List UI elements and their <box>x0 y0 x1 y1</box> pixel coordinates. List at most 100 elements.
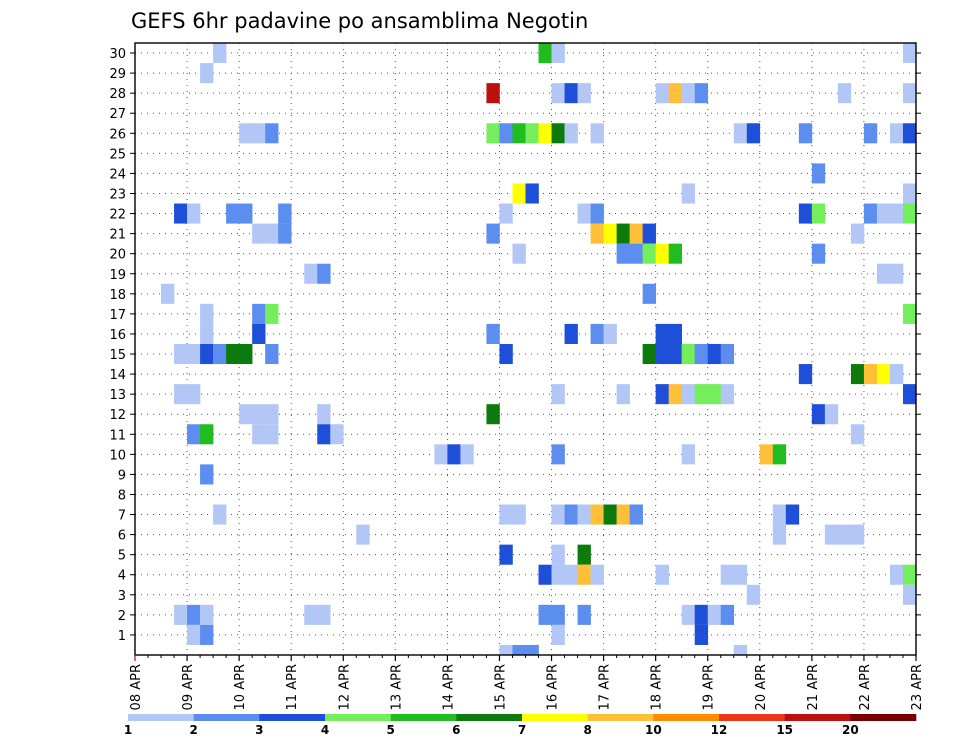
heatmap-cell <box>603 504 617 525</box>
colorbar-swatch <box>850 714 917 721</box>
y-tick-label: 2 <box>118 609 126 624</box>
y-tick-label: 27 <box>109 107 126 122</box>
heatmap-cell <box>304 263 318 284</box>
y-tick-label: 20 <box>109 248 126 263</box>
heatmap-cell <box>707 384 722 405</box>
x-tick-label: 11 APR <box>285 664 300 710</box>
heatmap-cell <box>200 464 214 485</box>
heatmap-cell <box>213 43 227 64</box>
heatmap-cell <box>525 183 539 204</box>
heatmap-cell <box>551 444 565 465</box>
heatmap-cell <box>694 624 709 645</box>
heatmap-cell <box>447 444 461 465</box>
heatmap-cell <box>811 203 826 224</box>
heatmap-cell <box>668 323 682 344</box>
heatmap-cell <box>889 123 904 144</box>
heatmap-cell <box>265 223 279 244</box>
heatmap-cell <box>564 323 578 344</box>
heatmap-cell <box>564 83 578 104</box>
heatmap-cell <box>174 203 188 224</box>
heatmap-cell <box>746 584 761 605</box>
heatmap-cell <box>889 364 904 385</box>
y-tick-label: 8 <box>118 488 126 503</box>
heatmap-cell <box>902 203 917 224</box>
heatmap-cell <box>486 123 500 144</box>
y-tick-label: 12 <box>109 408 126 423</box>
y-tick-label: 14 <box>109 368 126 383</box>
heatmap-cell <box>785 504 800 525</box>
colorbar-swatch <box>325 714 391 721</box>
heatmap-cell <box>538 43 552 64</box>
heatmap-cell <box>265 343 279 365</box>
colorbar-label: 8 <box>583 723 591 737</box>
heatmap-cell <box>629 504 643 525</box>
heatmap-cell <box>655 564 669 585</box>
heatmap-cell <box>668 343 682 365</box>
heatmap-cell <box>720 564 735 585</box>
y-tick-label: 13 <box>109 388 126 403</box>
heatmap-cell <box>187 624 201 645</box>
y-tick-label: 10 <box>109 448 126 463</box>
heatmap-cell <box>356 524 370 545</box>
heatmap-cell <box>265 123 279 144</box>
heatmap-cell <box>798 364 813 385</box>
heatmap-cell <box>629 243 643 264</box>
heatmap-cell <box>811 243 826 264</box>
heatmap-cell <box>252 323 266 344</box>
heatmap-cell <box>902 83 917 104</box>
heatmap-cell <box>850 364 865 385</box>
heatmap-cell <box>655 243 669 264</box>
heatmap-cell <box>642 343 656 365</box>
heatmap-cell <box>499 644 513 655</box>
heatmap-cell <box>499 504 513 525</box>
y-tick-label: 30 <box>109 47 126 62</box>
heatmap-cell <box>616 223 630 244</box>
heatmap-cell <box>668 83 682 104</box>
heatmap-cell <box>174 384 188 405</box>
heatmap-cell <box>590 203 604 224</box>
heatmap-cell <box>486 323 500 344</box>
y-tick-label: 18 <box>109 288 126 303</box>
heatmap-cell <box>551 564 565 585</box>
colorbar-label: 12 <box>711 723 728 737</box>
x-axis: 08 APR 09 APR 10 APR 11 APR 12 APR 13 APR 14 A… <box>129 655 925 710</box>
heatmap-cell <box>200 303 214 324</box>
heatmap-cell <box>551 544 565 565</box>
heatmap-cell <box>681 83 696 104</box>
y-tick-label: 1 <box>118 629 126 644</box>
heatmap-cell <box>707 343 722 365</box>
x-tick-label: 19 APR <box>702 664 717 710</box>
heatmap-cell <box>603 223 617 244</box>
heatmap-cell <box>200 323 214 344</box>
heatmap-cell <box>616 384 630 405</box>
x-tick-label: 08 APR <box>129 664 144 710</box>
colorbar-label: 2 <box>189 723 197 737</box>
y-tick-label: 19 <box>109 268 126 283</box>
heatmap-cell <box>577 604 591 625</box>
heatmap-cell <box>512 243 526 264</box>
heatmap-cell <box>226 203 240 224</box>
x-tick-label: 15 APR <box>493 664 508 710</box>
heatmap-cell <box>824 404 839 425</box>
heatmap-cell <box>850 424 865 445</box>
heatmap-cell <box>239 203 253 224</box>
colorbar-label: 6 <box>452 723 460 737</box>
heatmap-cell <box>759 444 774 465</box>
heatmap-cell <box>720 384 735 405</box>
heatmap-cell <box>811 404 826 425</box>
heatmap-cell <box>538 123 552 144</box>
heatmap-cell <box>512 123 526 144</box>
heatmap-cell <box>200 604 214 625</box>
heatmap-cell <box>252 223 266 244</box>
heatmap-cell <box>317 604 331 625</box>
heatmap-cell <box>161 283 175 304</box>
y-tick-label: 28 <box>109 87 126 102</box>
heatmap-cell <box>902 564 917 585</box>
heatmap-cell <box>577 504 591 525</box>
heatmap-cell <box>551 504 565 525</box>
y-tick-label: 23 <box>109 187 126 202</box>
y-tick-label: 15 <box>109 348 126 363</box>
heatmap-cell <box>616 504 630 525</box>
y-tick-label: 25 <box>109 147 126 162</box>
